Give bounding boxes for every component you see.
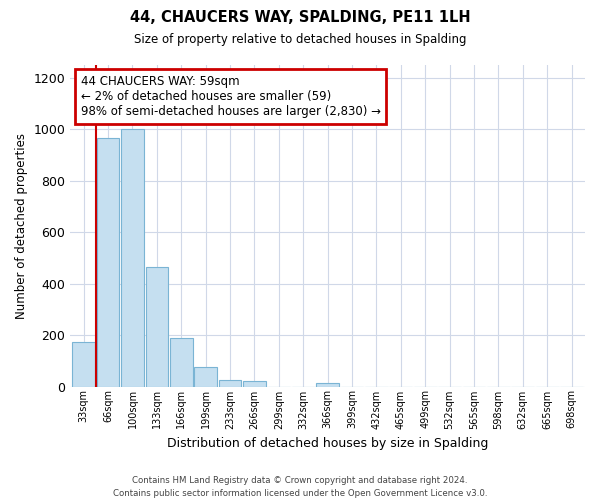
- Text: Size of property relative to detached houses in Spalding: Size of property relative to detached ho…: [134, 32, 466, 46]
- Y-axis label: Number of detached properties: Number of detached properties: [15, 133, 28, 319]
- Bar: [73, 342, 95, 386]
- Text: 44 CHAUCERS WAY: 59sqm
← 2% of detached houses are smaller (59)
98% of semi-deta: 44 CHAUCERS WAY: 59sqm ← 2% of detached …: [80, 74, 380, 118]
- X-axis label: Distribution of detached houses by size in Spalding: Distribution of detached houses by size …: [167, 437, 488, 450]
- Bar: [194, 367, 217, 386]
- Text: 44, CHAUCERS WAY, SPALDING, PE11 1LH: 44, CHAUCERS WAY, SPALDING, PE11 1LH: [130, 10, 470, 25]
- Bar: [121, 130, 144, 386]
- Bar: [170, 338, 193, 386]
- Bar: [316, 382, 339, 386]
- Bar: [243, 382, 266, 386]
- Bar: [219, 380, 241, 386]
- Bar: [97, 138, 119, 386]
- Text: Contains HM Land Registry data © Crown copyright and database right 2024.
Contai: Contains HM Land Registry data © Crown c…: [113, 476, 487, 498]
- Bar: [146, 267, 168, 386]
